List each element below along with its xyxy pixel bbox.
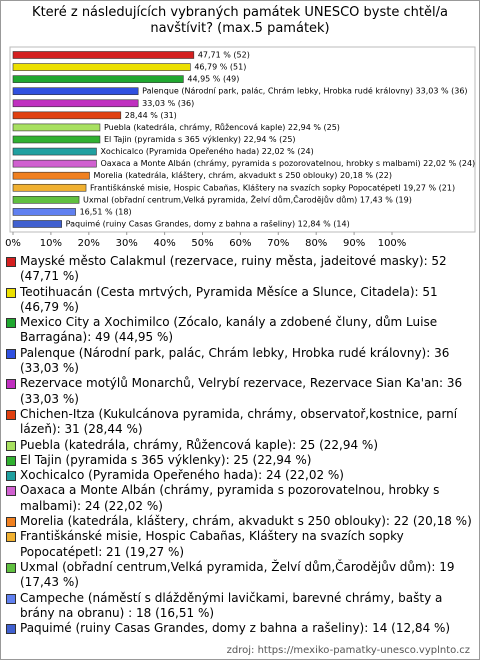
bar (12, 63, 191, 71)
bar (12, 51, 195, 59)
legend-label: El Tajin (pyramida s 365 výklenky): 25 (… (20, 452, 312, 467)
plot-border (9, 46, 476, 233)
x-tick-label: 70% (267, 238, 289, 249)
legend-entry: Paquimé (ruiny Casas Grandes, domy z bah… (6, 621, 472, 636)
legend-swatch (6, 318, 16, 329)
source: zdroj: https://mexiko-pamatky-unesco.vyp… (226, 645, 470, 656)
legend-label: Rezervace motýlů Monarchů, Velrybí rezer… (20, 376, 463, 406)
value-label: Palenque (Národní park, palác, Chrám leb… (142, 86, 467, 96)
value-label: 46,79 % (51) (194, 63, 246, 72)
legend-swatch (6, 455, 16, 466)
x-tick-label: 100% (378, 238, 407, 249)
bar (12, 220, 62, 228)
legend-entry: El Tajin (pyramida s 365 výklenky): 25 (… (6, 453, 472, 468)
legend-entry: Xochicalco (Pyramida Opeřeného hada): 24… (6, 468, 472, 483)
value-label: 28,44 % (31) (125, 111, 177, 120)
legend-label: Paquimé (ruiny Casas Grandes, domy z bah… (20, 621, 451, 636)
bar (12, 123, 101, 132)
bar (12, 183, 87, 192)
bar (12, 196, 80, 204)
x-tick-label: 60% (229, 238, 251, 249)
legend-label: Chichen-Itza (Kukulcánova pyramida, chrá… (20, 406, 458, 437)
value-label: Puebla (katedrála, chrámy, Růžencová kap… (104, 122, 340, 132)
legend-swatch (6, 471, 16, 482)
legend-label: Morelia (katedrála, kláštery, chrám, akv… (20, 514, 472, 529)
legend-entry: Mexico City a Xochimilco (Zócalo, kanály… (6, 315, 472, 346)
legend-entry: Mayské město Calakmul (rezervace, ruiny … (6, 254, 472, 285)
legend-entry: Campeche (náměstí s dlážděnými lavičkami… (6, 591, 472, 622)
value-label: Františkánské misie, Hospic Cabañas, Klá… (90, 182, 455, 192)
legend-swatch (6, 517, 16, 528)
value-label: Oaxaca a Monte Albán (chrámy, pyramida s… (100, 159, 475, 168)
legend-label: Palenque (Národní park, palác, Chrám leb… (20, 345, 450, 376)
bar (12, 171, 90, 180)
value-label: 16,51 % (18) (80, 207, 132, 216)
x-tick-label: 30% (116, 238, 138, 249)
value-label: 47,71 % (52) (198, 51, 250, 60)
legend-swatch (6, 409, 16, 420)
bar (12, 159, 97, 168)
legend-swatch (6, 532, 16, 543)
x-tick-label: 50% (191, 238, 213, 249)
legend-label: Mexico City a Xochimilco (Zócalo, kanály… (20, 315, 438, 345)
legend-label: Mayské město Calakmul (rezervace, ruiny … (20, 254, 447, 284)
legend-swatch (6, 562, 16, 573)
legend-label: Teotihuacán (Cesta mrtvých, Pyramida Měs… (20, 284, 438, 314)
legend-entry: Palenque (Národní park, palác, Chrám leb… (6, 346, 472, 377)
legend-label: Puebla (katedrála, chrámy, Růžencová kap… (20, 437, 379, 452)
legend-entry: Puebla (katedrála, chrámy, Růžencová kap… (6, 438, 472, 453)
bar (12, 135, 101, 144)
legend-entry: Uxmal (obřadní centrum,Velká pyramida, Ž… (6, 560, 472, 591)
bar (12, 75, 184, 83)
legend-swatch (6, 257, 16, 267)
legend-swatch (6, 348, 16, 359)
legend-swatch (6, 486, 16, 497)
legend-entry: Teotihuacán (Cesta mrtvých, Pyramida Měs… (6, 285, 472, 316)
legend-swatch (6, 440, 16, 451)
bar (12, 147, 97, 156)
legend-label: Uxmal (obřadní centrum,Velká pyramida, Ž… (20, 559, 455, 590)
bar (12, 111, 122, 120)
legend-swatch (6, 593, 16, 604)
legend-label: Oaxaca a Monte Albán (chrámy, pyramida s… (20, 483, 440, 513)
x-tick-label: 0% (5, 238, 21, 249)
x-tick-label: 20% (78, 238, 100, 249)
legend-label: Xochicalco (Pyramida Opeřeného hada): 24… (20, 468, 344, 483)
plot: 0% 10% 20% 30% 40% 50% 60% 70% 80% 90% 100% 47,71 %… (5, 46, 476, 249)
legend-swatch (6, 379, 16, 390)
value-label: Morelia (katedrála, kláštery, chrám, akv… (93, 170, 391, 180)
legend-entry: Rezervace motýlů Monarchů, Velrybí rezer… (6, 376, 472, 407)
bar (12, 208, 76, 216)
chart-title: Které z následujících vybraných památek … (32, 5, 448, 36)
x-tick-label: 10% (40, 238, 62, 249)
value-label: Xochicalco (Pyramida Opeřeného hada) 22,… (100, 146, 313, 156)
value-label: Paquimé (ruiny Casas Grandes, domy z bah… (66, 218, 350, 228)
value-label: 33,03 % (36) (142, 99, 194, 108)
x-tick-label: 80% (305, 238, 327, 249)
legend-swatch (6, 624, 16, 635)
value-label: Uxmal (obřadní centrum,Velká pyramida, Ž… (83, 193, 412, 204)
legend-label: Františkánské misie, Hospic Cabañas, Klá… (20, 529, 404, 559)
legend-entry: Františkánské misie, Hospic Cabañas, Klá… (6, 529, 472, 560)
x-tick-label: 90% (343, 238, 365, 249)
bar (12, 99, 139, 108)
x-tick-label: 40% (153, 238, 175, 249)
legend-entry: Morelia (katedrála, kláštery, chrám, akv… (6, 514, 472, 529)
legend-entry: Chichen-Itza (Kukulcánova pyramida, chrá… (6, 407, 472, 438)
value-label: 44,95 % (49) (187, 75, 239, 84)
legend-label: Campeche (náměstí s dlážděnými lavičkami… (20, 590, 443, 620)
legend: Mayské město Calakmul (rezervace, ruiny … (6, 254, 472, 636)
legend-entry: Oaxaca a Monte Albán (chrámy, pyramida s… (6, 483, 472, 514)
bar (12, 87, 139, 96)
value-label: El Tajin (pyramida s 365 výklenky) 22,94… (104, 135, 296, 144)
legend-swatch (6, 287, 16, 298)
